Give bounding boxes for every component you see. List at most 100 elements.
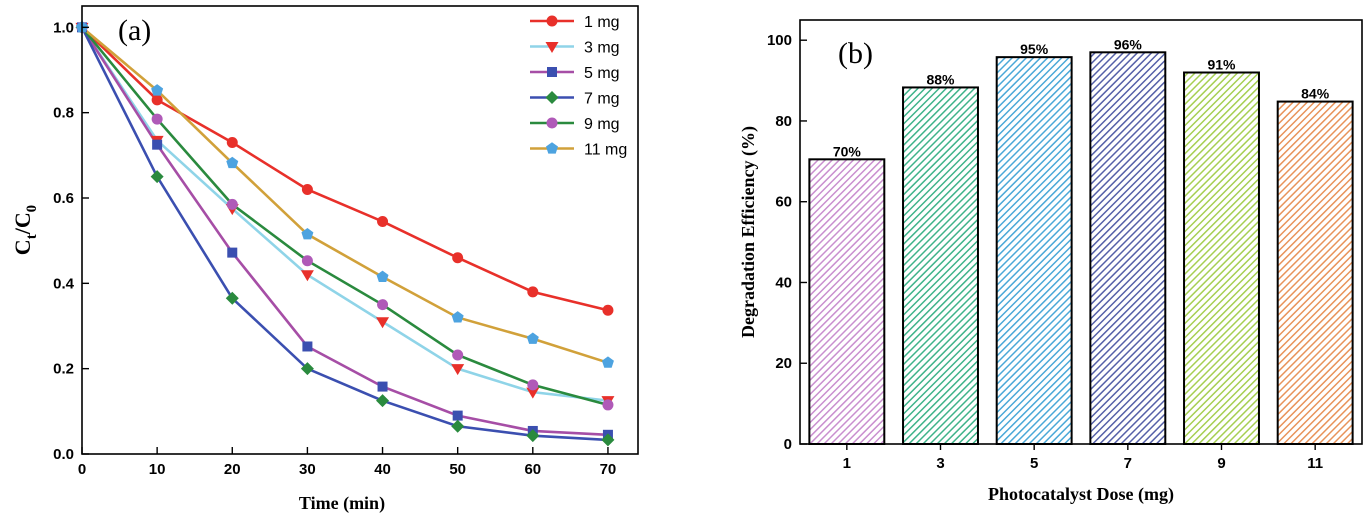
x-tick-label-b: 3 bbox=[936, 455, 944, 472]
data-point-5mg bbox=[227, 247, 238, 258]
data-point-3mg bbox=[451, 364, 465, 376]
data-point-5mg bbox=[302, 341, 313, 352]
data-point-1mg bbox=[226, 137, 238, 149]
bar-7mg bbox=[1089, 51, 1167, 446]
data-point-11mg bbox=[376, 270, 389, 283]
data-point-1mg bbox=[602, 304, 614, 316]
data-point-9mg bbox=[151, 113, 163, 125]
legend-marker-3mg bbox=[545, 42, 559, 53]
data-point-7mg bbox=[150, 170, 164, 184]
data-point-9mg bbox=[452, 349, 464, 361]
legend-marker-7mg bbox=[545, 91, 559, 104]
legend-marker-5mg bbox=[547, 67, 557, 77]
y-tick-label-a: 0.6 bbox=[53, 190, 74, 207]
y-axis-title-a: Ct/C0 bbox=[10, 205, 40, 255]
series-line-9mg bbox=[82, 26, 609, 407]
bar-value-label-1mg: 70% bbox=[833, 143, 862, 159]
x-tick-label-b: 5 bbox=[1030, 455, 1038, 472]
bar-value-label-7mg: 96% bbox=[1114, 36, 1143, 52]
bar-value-label-3mg: 88% bbox=[926, 71, 955, 87]
bar-5mg bbox=[995, 56, 1073, 445]
data-point-11mg bbox=[601, 356, 614, 368]
y-tick-label-a: 0.2 bbox=[53, 361, 74, 378]
data-point-11mg bbox=[151, 84, 164, 96]
legend-a: 1 mg 3 mg 5 mg 7 mg 9 mg 11 mg bbox=[530, 14, 627, 159]
x-axis-title-a: Time (min) bbox=[299, 493, 385, 514]
y-tick-label-a: 1.0 bbox=[53, 19, 74, 36]
data-point-3mg bbox=[526, 387, 540, 399]
y-tick-label-b: 100 bbox=[767, 32, 792, 49]
x-tick-label-a: 60 bbox=[524, 461, 541, 478]
legend-label-9mg: 9 mg bbox=[584, 116, 620, 133]
data-point-7mg bbox=[376, 394, 390, 408]
x-tick-label-a: 70 bbox=[600, 461, 617, 478]
bar-value-label-5mg: 95% bbox=[1020, 41, 1049, 57]
bar-3mg bbox=[902, 86, 979, 445]
panel-label-a: (a) bbox=[118, 14, 151, 47]
x-tick-label-a: 30 bbox=[299, 461, 316, 478]
data-point-9mg bbox=[377, 299, 389, 311]
x-tick-label-b: 9 bbox=[1217, 455, 1225, 472]
legend-label-7mg: 7 mg bbox=[584, 91, 620, 108]
data-point-3mg bbox=[376, 317, 390, 329]
y-axis-title-a-main: C bbox=[10, 239, 35, 255]
x-tick-label-b: 1 bbox=[843, 455, 851, 472]
y-tick-label-b: 60 bbox=[775, 194, 792, 211]
legend-marker-11mg bbox=[546, 142, 558, 154]
data-point-1mg bbox=[151, 94, 163, 106]
series-line-7mg bbox=[82, 26, 609, 442]
plot-frame-b bbox=[799, 19, 1363, 445]
x-tick-label-a: 10 bbox=[149, 461, 166, 478]
data-point-7mg bbox=[451, 419, 465, 433]
bar-value-label-9mg: 91% bbox=[1207, 56, 1236, 72]
y-axis-title-a-sub1: t bbox=[24, 234, 40, 239]
data-point-9mg bbox=[602, 399, 614, 411]
x-tick-label-a: 20 bbox=[224, 461, 241, 478]
panel-label-b: (b) bbox=[838, 37, 873, 70]
legend-label-3mg: 3 mg bbox=[584, 40, 620, 57]
data-point-1mg bbox=[301, 183, 313, 195]
bar-9mg bbox=[1183, 71, 1260, 445]
y-tick-label-a: 0.0 bbox=[53, 446, 74, 463]
legend-label-11mg: 11 mg bbox=[584, 142, 627, 159]
series-line-3mg bbox=[82, 26, 609, 402]
y-tick-label-b: 80 bbox=[775, 113, 792, 130]
y-tick-label-a: 0.4 bbox=[53, 275, 75, 292]
series-line-5mg bbox=[82, 26, 609, 437]
chart-a-degradation-kinetics: 0 10 20 30 40 50 60 70 0.0 0.2 0.4 0.6 0.8 1.0 (a) Ti… bbox=[10, 5, 639, 514]
y-tick-label-b: 0 bbox=[784, 436, 792, 453]
bar-1mg bbox=[808, 158, 886, 445]
y-axis-title-b: Degradation Efficiency (%) bbox=[738, 126, 759, 338]
x-axis-title-b: Photocatalyst Dose (mg) bbox=[988, 484, 1174, 505]
bar-11mg bbox=[1276, 100, 1354, 446]
data-point-11mg bbox=[526, 332, 539, 344]
data-point-1mg bbox=[452, 252, 464, 264]
data-point-11mg bbox=[226, 156, 239, 169]
x-tick-label-a: 40 bbox=[374, 461, 391, 478]
x-tick-label-b: 11 bbox=[1307, 455, 1323, 472]
data-point-5mg bbox=[152, 139, 163, 150]
series-line-1mg bbox=[82, 26, 609, 312]
y-tick-label-b: 40 bbox=[775, 274, 792, 291]
data-point-5mg bbox=[377, 381, 388, 392]
legend-marker-9mg bbox=[546, 117, 558, 129]
series-line-11mg bbox=[82, 26, 609, 364]
bar-value-label-11mg: 84% bbox=[1301, 86, 1330, 102]
y-axis-title-a-sub2: 0 bbox=[24, 205, 40, 213]
data-point-3mg bbox=[300, 270, 314, 282]
y-axis-title-a-sep: /C bbox=[10, 212, 35, 235]
data-point-7mg bbox=[601, 433, 615, 447]
legend-label-1mg: 1 mg bbox=[584, 14, 620, 31]
y-tick-label-b: 20 bbox=[775, 355, 792, 372]
data-point-7mg bbox=[300, 362, 314, 376]
x-tick-label-a: 0 bbox=[78, 461, 86, 478]
data-point-9mg bbox=[527, 379, 539, 391]
y-tick-label-a: 0.8 bbox=[53, 105, 74, 122]
x-tick-label-a: 50 bbox=[449, 461, 466, 478]
plot-frame-a bbox=[81, 5, 639, 455]
data-point-9mg bbox=[226, 198, 238, 210]
data-point-7mg bbox=[225, 291, 239, 305]
data-point-9mg bbox=[301, 255, 313, 267]
data-point-1mg bbox=[377, 215, 389, 227]
legend-marker-1mg bbox=[546, 15, 558, 27]
